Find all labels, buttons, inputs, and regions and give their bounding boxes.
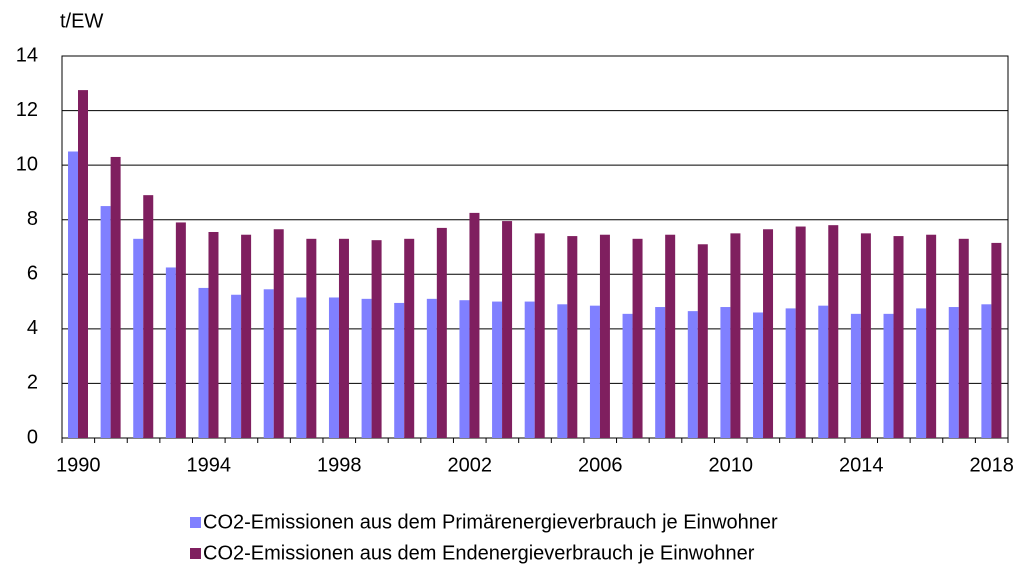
bar xyxy=(469,212,480,438)
bar xyxy=(165,267,176,438)
bar xyxy=(948,307,959,438)
bar xyxy=(394,302,405,438)
y-axis-label: t/EW xyxy=(60,10,103,32)
y-tick-label: 2 xyxy=(27,372,38,394)
bar xyxy=(926,234,937,438)
bar xyxy=(100,206,111,438)
bar xyxy=(991,242,1002,438)
bar xyxy=(567,236,578,438)
bar xyxy=(502,221,513,438)
bar xyxy=(697,244,708,438)
bar xyxy=(338,238,349,438)
legend-label: CO2-Emissionen aus dem Primärenergieverb… xyxy=(203,511,778,533)
bar xyxy=(958,238,969,438)
bar xyxy=(263,289,274,438)
bar xyxy=(371,240,382,438)
bar xyxy=(763,229,774,438)
bar xyxy=(753,312,764,438)
bar xyxy=(589,305,600,438)
x-tick-label: 2002 xyxy=(448,454,493,476)
y-tick-label: 14 xyxy=(16,44,38,66)
bar xyxy=(524,301,535,438)
bar xyxy=(818,305,829,438)
bar xyxy=(655,307,666,438)
bar xyxy=(273,229,284,438)
bar xyxy=(599,234,610,438)
bar xyxy=(883,313,894,438)
bar xyxy=(296,297,307,438)
y-tick-label: 8 xyxy=(27,208,38,230)
x-tick-label: 2006 xyxy=(578,454,623,476)
bar xyxy=(860,233,871,438)
legend-swatch xyxy=(190,548,201,559)
bar xyxy=(916,308,927,438)
bar xyxy=(687,311,698,438)
bar xyxy=(850,313,861,438)
x-tick-label: 1990 xyxy=(56,454,101,476)
bar xyxy=(730,233,741,438)
legend-label: CO2-Emissionen aus dem Endenergieverbrau… xyxy=(203,542,755,564)
bar xyxy=(720,307,731,438)
bar xyxy=(622,313,633,438)
bar xyxy=(795,226,806,438)
bar xyxy=(133,238,144,438)
y-tick-label: 0 xyxy=(27,426,38,448)
x-tick-label: 2010 xyxy=(708,454,753,476)
x-tick-label: 1994 xyxy=(187,454,232,476)
bar xyxy=(426,298,437,438)
bar xyxy=(78,90,88,438)
bar xyxy=(361,298,372,438)
x-tick-label: 1998 xyxy=(317,454,362,476)
bar xyxy=(68,151,78,438)
bar xyxy=(208,231,219,438)
bar xyxy=(632,238,643,438)
bar xyxy=(436,227,447,438)
bar xyxy=(828,225,839,438)
bar xyxy=(981,304,992,438)
x-tick-label: 2014 xyxy=(839,454,884,476)
bar xyxy=(328,297,339,438)
bar xyxy=(665,234,676,438)
bar xyxy=(404,238,415,438)
bar xyxy=(459,300,470,438)
bar xyxy=(534,233,545,438)
y-tick-label: 12 xyxy=(16,99,38,121)
bar xyxy=(306,238,317,438)
y-tick-label: 10 xyxy=(16,153,38,175)
y-tick-label: 4 xyxy=(27,317,38,339)
x-tick-label: 2018 xyxy=(969,454,1014,476)
y-tick-label: 6 xyxy=(27,263,38,285)
bar xyxy=(785,308,796,438)
bar xyxy=(175,222,186,438)
bar xyxy=(557,304,568,438)
bar xyxy=(492,301,503,438)
bar xyxy=(241,234,252,438)
bar xyxy=(110,156,121,438)
bar xyxy=(198,287,209,438)
legend-swatch xyxy=(190,517,201,528)
bar xyxy=(893,236,904,438)
bar xyxy=(143,195,154,438)
bar xyxy=(231,294,242,438)
